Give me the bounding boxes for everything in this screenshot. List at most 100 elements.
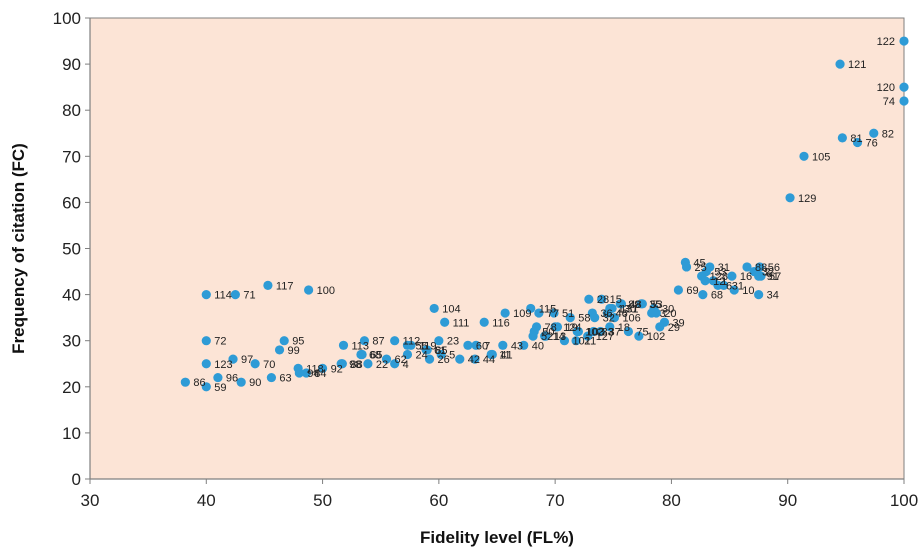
point-label: 12: [713, 276, 725, 288]
point-label: 28: [597, 294, 609, 306]
y-tick-label: 0: [72, 470, 81, 489]
y-tick-label: 30: [62, 332, 81, 351]
point-label: 86: [193, 377, 205, 389]
point-label: 29: [668, 322, 680, 334]
data-point: [571, 336, 581, 346]
point-label: 61: [434, 345, 446, 357]
point-label: 32: [603, 313, 615, 325]
point-label: 58: [578, 313, 590, 325]
point-label: 33: [602, 326, 614, 338]
point-label: 16: [740, 271, 752, 283]
point-label: 81: [850, 133, 862, 145]
x-axis-title: Fidelity level (FL%): [420, 528, 574, 547]
point-label: 56: [768, 262, 780, 274]
point-label: 106: [622, 313, 640, 325]
point-label: 88: [350, 359, 362, 371]
point-label: 120: [877, 82, 895, 94]
data-point: [559, 336, 570, 346]
x-tick-label: 70: [546, 491, 565, 510]
data-point: [356, 349, 366, 360]
data-point: [434, 336, 444, 346]
point-label: 24: [415, 350, 427, 362]
point-label: 52: [541, 331, 553, 343]
plot-area: [89, 17, 905, 480]
data-point: [201, 359, 211, 369]
point-label: 48: [629, 299, 641, 311]
y-tick-label: 90: [62, 55, 81, 74]
point-label: 53: [714, 267, 726, 279]
data-point: [436, 349, 446, 360]
data-point: [424, 354, 435, 364]
point-label: 103: [586, 326, 604, 338]
y-tick-label: 100: [53, 9, 81, 28]
data-point: [588, 326, 599, 337]
point-label: 40: [532, 340, 544, 352]
point-label: 117: [276, 280, 294, 292]
point-label: 90: [249, 377, 261, 389]
point-label: 68: [711, 290, 723, 302]
point-label: 45: [693, 257, 705, 269]
point-label: 34: [767, 290, 779, 302]
point-label: 95: [292, 336, 304, 348]
data-point: [486, 349, 496, 360]
data-point: [550, 322, 560, 332]
point-label: 36: [600, 308, 612, 320]
point-label: 35: [649, 299, 661, 311]
data-point: [519, 340, 529, 350]
data-point: [455, 354, 465, 364]
data-point: [180, 377, 190, 387]
data-point: [279, 336, 289, 346]
data-point: [470, 354, 480, 364]
point-label: 20: [664, 308, 676, 320]
point-label: 13: [554, 331, 566, 343]
data-point: [528, 331, 538, 341]
point-label: 87: [372, 336, 384, 348]
data-point: [263, 280, 273, 290]
data-point: [754, 290, 764, 300]
point-label: 69: [686, 285, 698, 297]
data-point: [201, 382, 211, 392]
point-label: 3: [660, 308, 666, 320]
point-label: 82: [882, 128, 894, 140]
data-point: [317, 363, 328, 373]
data-point: [498, 340, 508, 350]
point-label: 97: [241, 354, 253, 366]
point-label: 92: [331, 363, 343, 375]
point-label: 104: [442, 303, 460, 315]
data-point: [637, 299, 647, 309]
data-point: [406, 340, 416, 350]
data-point: [363, 359, 373, 369]
point-label: 50: [542, 326, 554, 338]
point-label: 39: [672, 317, 684, 329]
data-point: [301, 368, 311, 378]
data-point: [605, 303, 615, 314]
point-label: 111: [453, 317, 470, 329]
data-point: [213, 372, 223, 383]
data-point: [274, 345, 285, 355]
point-label: 71: [243, 290, 255, 302]
point-label: 51: [562, 308, 574, 320]
data-point: [266, 372, 277, 383]
point-label: 25: [695, 262, 707, 274]
point-label: 31: [718, 262, 730, 274]
point-label: 4: [403, 359, 409, 371]
x-tick-label: 40: [197, 491, 216, 510]
data-point: [338, 340, 349, 350]
data-point: [463, 340, 473, 350]
data-point: [673, 285, 684, 295]
point-label: 15: [610, 294, 622, 306]
data-point: [294, 368, 304, 378]
point-label: 115: [539, 303, 557, 315]
data-point: [440, 317, 450, 327]
point-label: 2: [764, 267, 770, 279]
data-point: [595, 326, 606, 337]
point-label: 129: [798, 193, 816, 205]
point-label: 128: [710, 271, 728, 283]
point-label: 77: [547, 308, 559, 320]
x-tick-label: 60: [429, 491, 448, 510]
data-point: [429, 303, 439, 314]
point-label: 46: [615, 308, 627, 320]
point-label: 21: [584, 336, 596, 348]
